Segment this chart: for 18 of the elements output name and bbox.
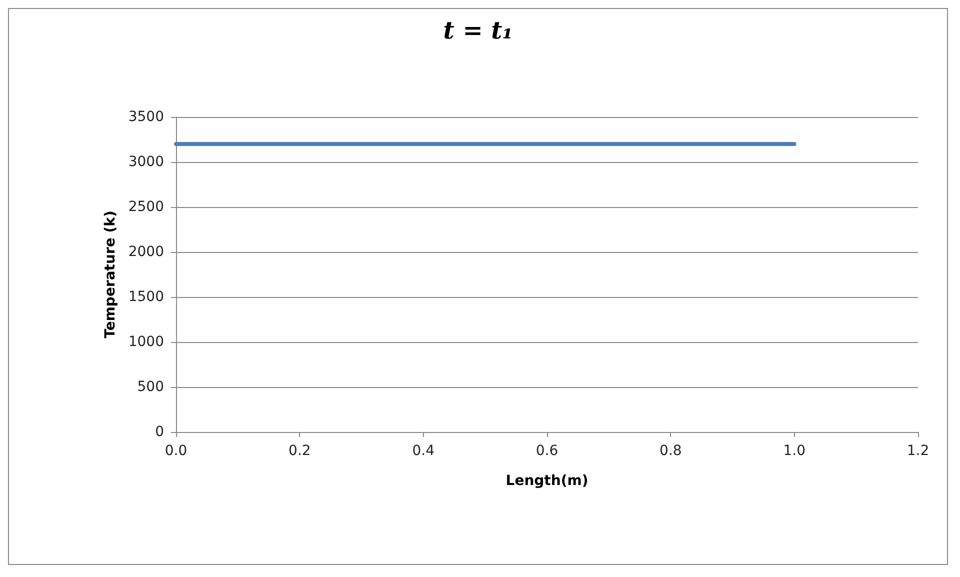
x-axis-title: Length(m) xyxy=(506,473,588,489)
y-axis-title: Temperature (k) xyxy=(102,210,118,338)
y-tick-label: 1500 xyxy=(128,289,164,305)
y-tick-label: 3000 xyxy=(128,154,164,170)
y-tick-label: 500 xyxy=(137,379,164,395)
x-tick-label: 0.4 xyxy=(412,443,435,459)
x-tick-label: 0.0 xyxy=(164,443,188,459)
x-tick-label: 1.2 xyxy=(906,443,930,459)
x-tick-label: 1.0 xyxy=(783,443,806,459)
chart-title: t = t₁ xyxy=(443,16,513,44)
x-tick-label: 0.8 xyxy=(660,443,682,459)
y-tick-label: 2500 xyxy=(128,199,164,215)
y-tick-label: 3500 xyxy=(128,109,164,125)
y-tick-label: 2000 xyxy=(128,244,164,260)
x-tick-label: 0.2 xyxy=(288,443,311,459)
x-tick-label: 0.6 xyxy=(536,443,558,459)
y-tick-label: 0 xyxy=(155,424,164,440)
y-tick-label: 1000 xyxy=(128,334,164,350)
